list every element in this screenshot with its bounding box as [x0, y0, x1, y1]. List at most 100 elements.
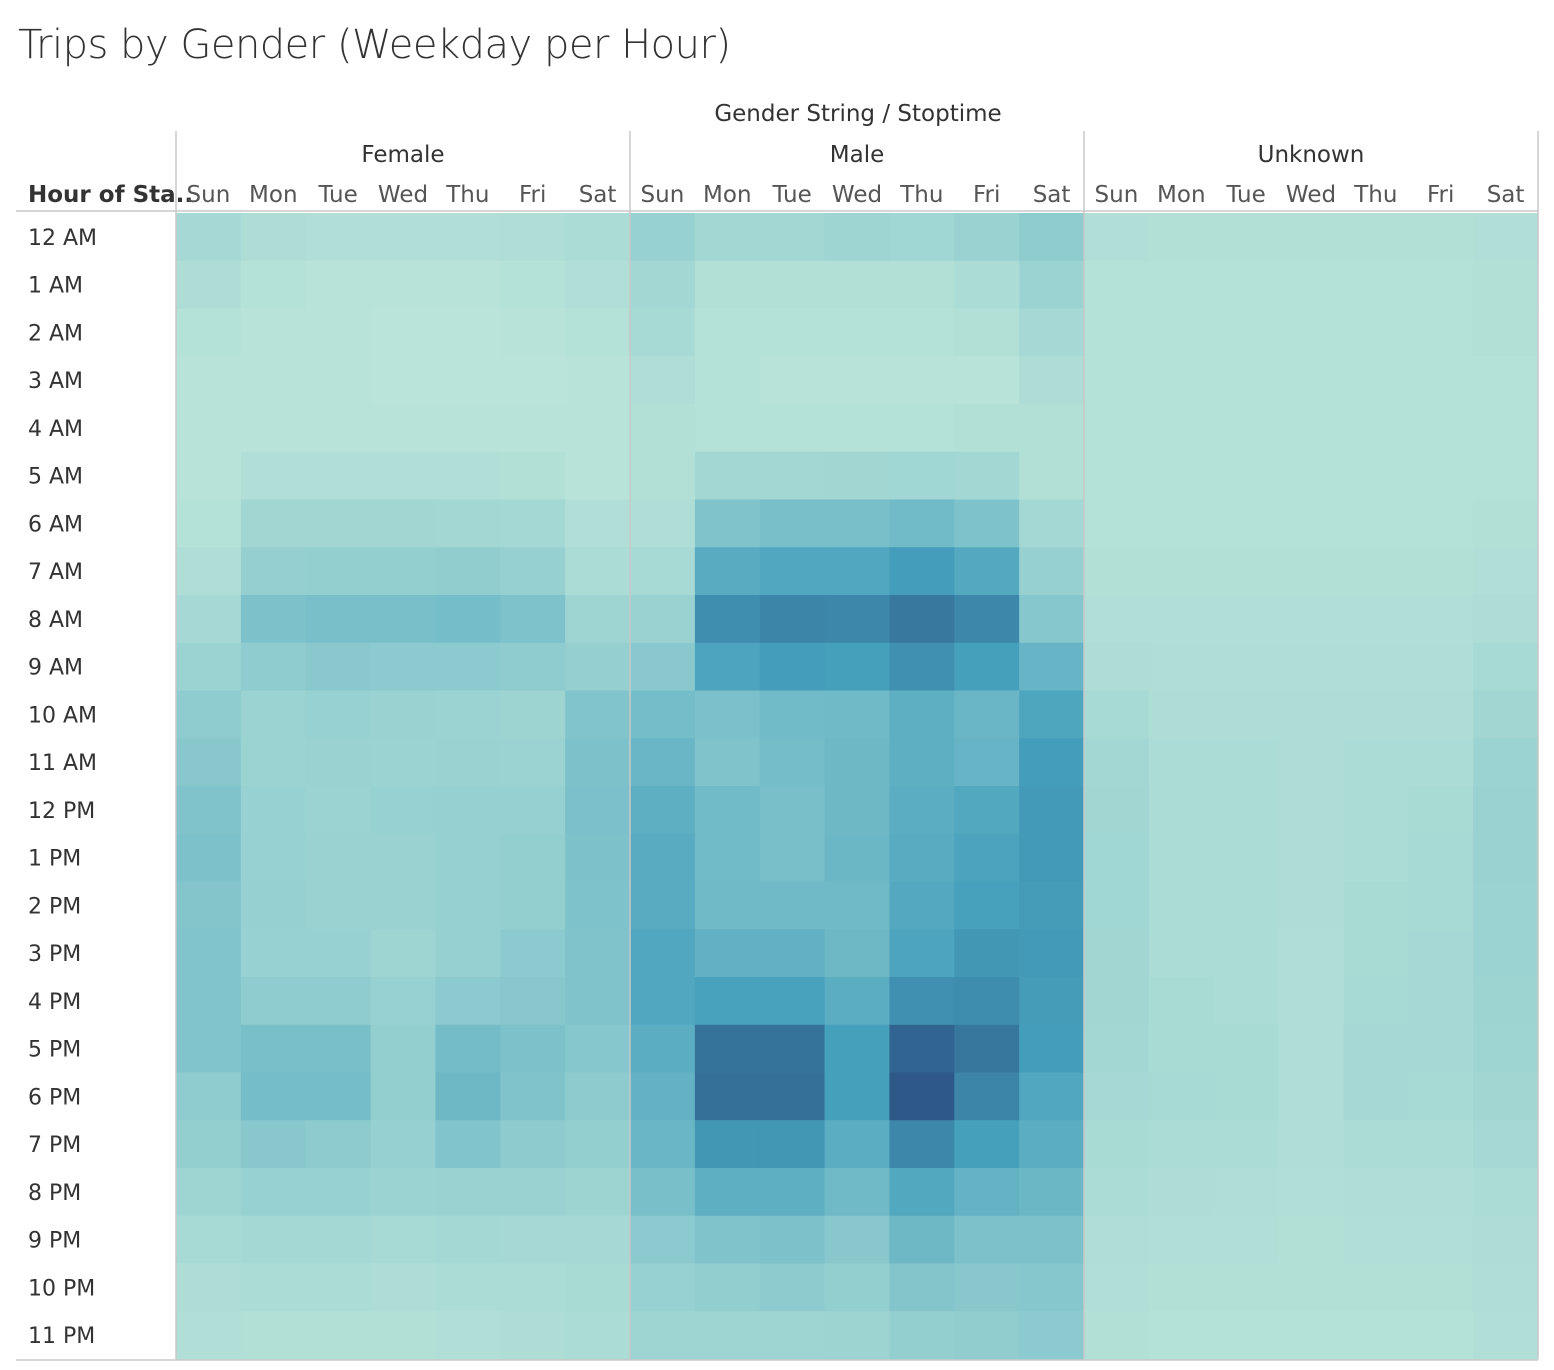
- heatmap-cell-female-fri-14: [500, 881, 566, 930]
- heatmap-cell-male-tue-1: [759, 260, 826, 310]
- heatmap-cell-female-fri-2: [500, 308, 566, 357]
- heatmap-cell-unknown-tue-3: [1213, 356, 1280, 405]
- heatmap-cell-male-tue-18: [759, 1072, 826, 1121]
- heatmap-cell-male-sun-13: [630, 833, 696, 883]
- heatmap-cell-male-wed-18: [824, 1072, 891, 1121]
- heatmap-cell-female-mon-1: [240, 260, 307, 310]
- heatmap-cell-unknown-tue-21: [1213, 1215, 1280, 1265]
- heatmap-cell-male-sun-1: [630, 260, 696, 310]
- group-header-male: Male: [830, 142, 884, 168]
- row-label-hour: 6 AM: [28, 512, 83, 537]
- heatmap-cell-unknown-sat-14: [1473, 881, 1539, 930]
- heatmap-cell-male-tue-15: [759, 929, 826, 978]
- heatmap-cell-male-sun-21: [630, 1215, 696, 1265]
- heatmap-cell-female-fri-20: [500, 1168, 566, 1217]
- heatmap-cell-unknown-mon-12: [1148, 786, 1215, 835]
- heatmap-cell-unknown-mon-13: [1148, 833, 1215, 883]
- heatmap-cell-female-mon-2: [240, 308, 307, 357]
- heatmap-cell-unknown-wed-17: [1278, 1024, 1345, 1074]
- heatmap-cell-unknown-fri-23: [1408, 1311, 1474, 1360]
- heatmap-cell-female-fri-16: [500, 977, 566, 1026]
- heatmap-cell-unknown-thu-11: [1343, 738, 1409, 787]
- heatmap-cell-male-wed-6: [824, 499, 891, 548]
- heatmap-cell-female-tue-14: [305, 881, 372, 930]
- heatmap-cell-female-sat-20: [565, 1168, 631, 1217]
- heatmap-cell-unknown-sun-15: [1084, 929, 1150, 978]
- heatmap-cell-male-thu-11: [889, 738, 955, 787]
- heatmap-cell-unknown-mon-5: [1148, 451, 1215, 501]
- heatmap-cell-unknown-tue-2: [1213, 308, 1280, 357]
- heatmap-cell-male-fri-14: [954, 881, 1020, 930]
- heatmap-cell-female-sat-11: [565, 738, 631, 787]
- heatmap-cell-female-fri-15: [500, 929, 566, 978]
- heatmap-cell-female-mon-13: [240, 833, 307, 883]
- heatmap-cell-female-sun-7: [176, 547, 242, 596]
- heatmap-cell-female-tue-20: [305, 1168, 372, 1217]
- heatmap-cell-female-tue-6: [305, 499, 372, 548]
- heatmap-cell-female-tue-23: [305, 1311, 372, 1360]
- heatmap-cell-unknown-thu-20: [1343, 1168, 1409, 1217]
- heatmap-cell-unknown-tue-6: [1213, 499, 1280, 548]
- heatmap-cell-female-thu-14: [435, 881, 501, 930]
- day-header-female-wed: Wed: [378, 182, 428, 208]
- heatmap-cell-unknown-sat-6: [1473, 499, 1539, 548]
- heatmap-cell-male-sat-14: [1019, 881, 1085, 930]
- heatmap-cell-male-thu-22: [889, 1263, 955, 1312]
- heatmap-cell-unknown-mon-1: [1148, 260, 1215, 310]
- heatmap-cell-unknown-sat-3: [1473, 356, 1539, 405]
- row-label-hour: 10 AM: [28, 703, 97, 728]
- heatmap-cell-unknown-wed-15: [1278, 929, 1345, 978]
- heatmap-cell-female-sun-4: [176, 404, 242, 453]
- heatmap-cell-female-mon-17: [240, 1024, 307, 1074]
- heatmap-cell-female-thu-19: [435, 1120, 501, 1169]
- row-label-hour: 4 PM: [28, 990, 81, 1015]
- heatmap-cell-female-thu-23: [435, 1311, 501, 1360]
- heatmap-cell-unknown-thu-19: [1343, 1120, 1409, 1169]
- heatmap-cell-female-tue-8: [305, 595, 372, 644]
- heatmap-cell-female-tue-13: [305, 833, 372, 883]
- day-header-male-wed: Wed: [832, 182, 882, 208]
- heatmap-cell-male-wed-20: [824, 1168, 891, 1217]
- heatmap-cell-male-wed-13: [824, 833, 891, 883]
- heatmap-cell-male-wed-14: [824, 881, 891, 930]
- heatmap-cell-female-sun-21: [176, 1215, 242, 1265]
- heatmap-cell-female-wed-21: [370, 1215, 437, 1265]
- heatmap-cell-male-wed-16: [824, 977, 891, 1026]
- heatmap-cell-female-wed-15: [370, 929, 437, 978]
- heatmap-cell-female-sat-9: [565, 642, 631, 692]
- row-label-hour: 10 PM: [28, 1276, 95, 1301]
- heatmap-cell-male-wed-7: [824, 547, 891, 596]
- heatmap-cell-unknown-tue-16: [1213, 977, 1280, 1026]
- day-header-male-sat: Sat: [1033, 182, 1071, 208]
- heatmap-cell-female-fri-21: [500, 1215, 566, 1265]
- heatmap-cell-unknown-sat-19: [1473, 1120, 1539, 1169]
- row-label-hour: 7 AM: [28, 560, 83, 585]
- heatmap-cell-female-fri-6: [500, 499, 566, 548]
- heatmap-cell-female-sun-3: [176, 356, 242, 405]
- heatmap-cell-male-fri-6: [954, 499, 1020, 548]
- heatmap-cell-unknown-tue-23: [1213, 1311, 1280, 1360]
- heatmap-cell-male-wed-22: [824, 1263, 891, 1312]
- heatmap-cell-unknown-thu-22: [1343, 1263, 1409, 1312]
- heatmap-cell-female-tue-5: [305, 451, 372, 501]
- heatmap-cell-female-sat-3: [565, 356, 631, 405]
- heatmap-cell-male-mon-16: [694, 977, 761, 1026]
- heatmap-cell-female-tue-1: [305, 260, 372, 310]
- heatmap-cell-female-sun-8: [176, 595, 242, 644]
- heatmap-cell-male-fri-21: [954, 1215, 1020, 1265]
- heatmap-cell-unknown-thu-14: [1343, 881, 1409, 930]
- heatmap-cell-male-mon-0: [694, 213, 761, 262]
- heatmap-cell-male-thu-13: [889, 833, 955, 883]
- heatmap-cell-unknown-mon-0: [1148, 213, 1215, 262]
- heatmap-cell-male-wed-1: [824, 260, 891, 310]
- heatmap-cell-male-thu-23: [889, 1311, 955, 1360]
- heatmap-cell-unknown-fri-14: [1408, 881, 1474, 930]
- heatmap-cell-female-mon-7: [240, 547, 307, 596]
- heatmap-cell-male-tue-17: [759, 1024, 826, 1074]
- heatmap-cell-unknown-wed-8: [1278, 595, 1345, 644]
- heatmap-cell-unknown-sun-4: [1084, 404, 1150, 453]
- heatmap-cell-male-sat-20: [1019, 1168, 1085, 1217]
- heatmap-cell-female-thu-13: [435, 833, 501, 883]
- heatmap-cell-male-thu-15: [889, 929, 955, 978]
- heatmap-cell-male-wed-19: [824, 1120, 891, 1169]
